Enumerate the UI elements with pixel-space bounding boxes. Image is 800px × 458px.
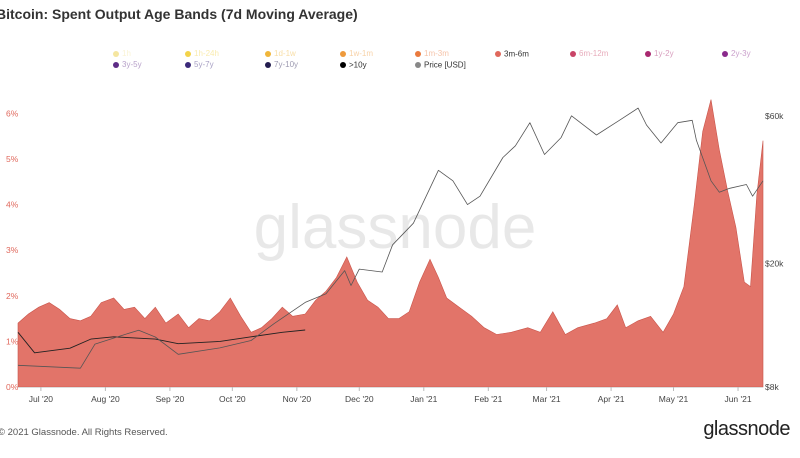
x-tick-label: Mar '21 (533, 394, 561, 404)
legend-label: 2y-3y (731, 49, 751, 59)
x-tick-label: Dec '20 (345, 394, 374, 404)
legend-color-dot-icon (185, 50, 191, 57)
y-left-tick-label: 0% (6, 382, 19, 392)
legend-item[interactable]: 1y-2y (645, 49, 674, 58)
legend-color-dot-icon (265, 61, 271, 68)
legend-item[interactable]: 1h-24h (185, 49, 219, 58)
y-left-tick-label: 4% (6, 200, 19, 210)
series-price-usd-line (17, 107, 764, 369)
x-tick-label: Nov '20 (283, 394, 312, 404)
legend-label: 1y-2y (654, 49, 674, 59)
x-tick-label: May '21 (659, 394, 689, 404)
legend-color-dot-icon (340, 61, 346, 68)
legend-label: 1d-1w (274, 49, 296, 59)
glassnode-logo[interactable]: glassnode (703, 418, 790, 440)
legend-color-dot-icon (415, 61, 421, 68)
x-tick-label: Jan '21 (410, 394, 437, 404)
legend-item[interactable]: 1m-3m (415, 49, 449, 58)
legend-label: 6m-12m (579, 49, 609, 59)
legend-label: 7y-10y (274, 60, 299, 70)
legend-color-dot-icon (415, 50, 421, 57)
x-tick-label: Apr '21 (598, 394, 625, 404)
legend-item[interactable]: 3y-5y (113, 60, 142, 69)
legend-item[interactable]: 5y-7y (185, 60, 214, 69)
footer-copyright: © 2021 Glassnode. All Rights Reserved. (0, 427, 168, 438)
y-right-tick-label: $20k (765, 259, 784, 269)
y-left-tick-label: 1% (6, 336, 19, 346)
y-right-tick-label: $60k (765, 111, 784, 121)
x-tick-label: Jun '21 (724, 394, 751, 404)
legend-color-dot-icon (570, 50, 576, 57)
legend-label: 3y-5y (122, 60, 142, 70)
x-tick-label: Aug '20 (91, 394, 120, 404)
chart-legend: 1h 1h-24h 1d-1w 1w-1m 1m-3m 3m-6m 6m-12m 1y-2y 2… (0, 0, 800, 80)
x-tick-label: Jul '20 (29, 394, 54, 404)
legend-color-dot-icon (722, 50, 728, 57)
legend-item[interactable]: >10y (340, 60, 367, 69)
x-tick-label: Sep '20 (156, 394, 185, 404)
y-right-tick-label: $8k (765, 382, 779, 392)
legend-color-dot-icon (113, 50, 119, 57)
legend-color-dot-icon (645, 50, 651, 57)
series-3m-6m-area (17, 99, 764, 388)
legend-color-dot-icon (340, 50, 346, 57)
series-10y-line (17, 329, 306, 354)
legend-color-dot-icon (495, 50, 501, 57)
legend-label: Price [USD] (424, 60, 466, 70)
x-tick-label: Oct '20 (219, 394, 246, 404)
legend-color-dot-icon (185, 61, 191, 68)
legend-item[interactable]: 1d-1w (265, 49, 296, 58)
legend-item[interactable]: 3m-6m (495, 49, 529, 58)
watermark: glassnode (254, 193, 537, 262)
legend-label: 5y-7y (194, 60, 214, 70)
x-tick-label: Feb '21 (474, 394, 502, 404)
legend-color-dot-icon (113, 61, 119, 68)
legend-color-dot-icon (265, 50, 271, 57)
legend-label: >10y (349, 60, 367, 70)
legend-label: 3m-6m (504, 49, 529, 59)
legend-label: 1m-3m (424, 49, 449, 59)
legend-item[interactable]: 2y-3y (722, 49, 751, 58)
y-left-tick-label: 2% (6, 291, 19, 301)
legend-item[interactable]: 7y-10y (265, 60, 298, 69)
legend-item[interactable]: 6m-12m (570, 49, 608, 58)
y-left-tick-label: 5% (6, 154, 19, 164)
legend-label: 1h-24h (194, 49, 219, 59)
chart-title: Bitcoin: Spent Output Age Bands (7d Movi… (0, 6, 358, 22)
legend-item[interactable]: 1h (113, 49, 131, 58)
legend-item[interactable]: 1w-1m (340, 49, 373, 58)
y-left-tick-label: 6% (6, 108, 19, 118)
y-left-tick-label: 3% (6, 245, 19, 255)
legend-item[interactable]: Price [USD] (415, 60, 466, 69)
legend-label: 1w-1m (349, 49, 374, 59)
legend-label: 1h (122, 49, 131, 59)
